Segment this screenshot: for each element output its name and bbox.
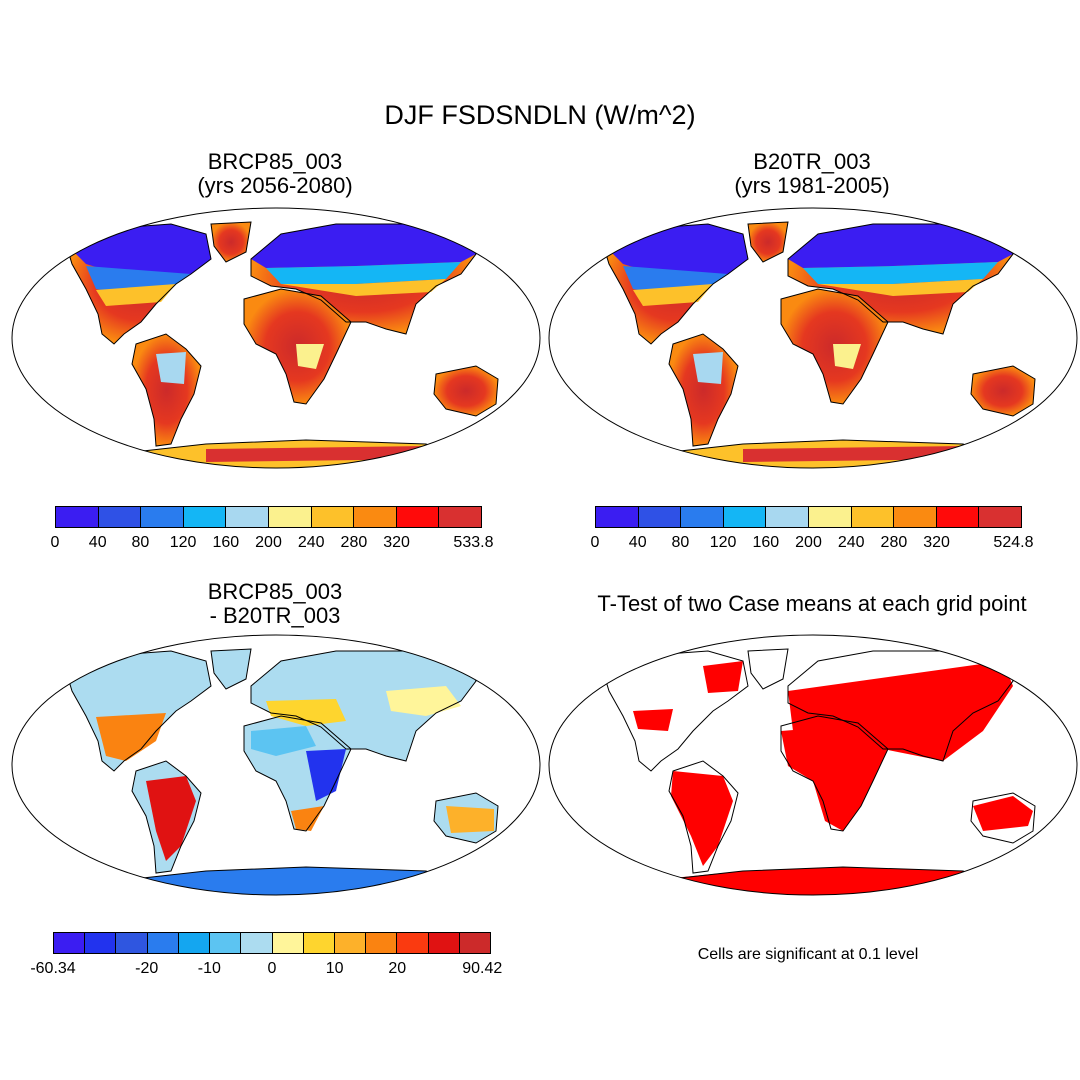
colorbar-box <box>311 507 355 527</box>
colorbar-box <box>303 933 335 953</box>
colorbar-box <box>428 933 460 953</box>
colorbar-tick-label: 80 <box>131 534 150 551</box>
map-brcp85 <box>11 207 541 469</box>
colorbar-tick-label: -60.34 <box>30 960 76 977</box>
colorbar-tick-label: 160 <box>752 534 780 551</box>
colorbar-b20tr <box>595 506 1022 528</box>
colorbar-box <box>147 933 179 953</box>
panel-title-line1: B20TR_003 <box>753 149 871 174</box>
colorbar-box <box>183 507 227 527</box>
panel-title-top-right: B20TR_003 (yrs 1981-2005) <box>592 150 1032 198</box>
colorbar-box <box>56 507 99 527</box>
colorbar-tick-label: 0 <box>50 534 60 551</box>
colorbar-tick-label: 280 <box>340 534 368 551</box>
colorbar-tick-label: 160 <box>212 534 240 551</box>
colorbar-tick-label: 200 <box>255 534 282 551</box>
colorbar-box <box>334 933 367 953</box>
panel-title-top-left: BRCP85_003 (yrs 2056-2080) <box>55 150 495 198</box>
colorbar-box <box>439 507 481 527</box>
panel-title-bottom-right: T-Test of two Case means at each grid po… <box>592 592 1032 616</box>
colorbar-tick-label: 120 <box>709 534 737 551</box>
panel-title-line1: BRCP85_003 <box>207 579 343 604</box>
colorbar-box <box>98 507 142 527</box>
colorbar-box <box>226 507 269 527</box>
colorbar-tick-label: 40 <box>628 534 647 551</box>
colorbar-tick-label: 120 <box>169 534 197 551</box>
colorbar-box <box>268 507 312 527</box>
colorbar-tick-label: 20 <box>388 960 407 977</box>
colorbar-difference <box>53 932 491 954</box>
map-ttest-significance <box>548 634 1078 896</box>
colorbar-box <box>272 933 304 953</box>
panel-title-line1: T-Test of two Case means at each grid po… <box>597 591 1027 616</box>
colorbar-box <box>979 507 1021 527</box>
colorbar-box <box>596 507 639 527</box>
panel-title-bottom-left: BRCP85_003 - B20TR_003 <box>55 580 495 628</box>
colorbar-box <box>116 933 148 953</box>
map-difference <box>11 634 541 896</box>
colorbar-brcp85 <box>55 506 482 528</box>
colorbar-tick-label: 320 <box>383 534 410 551</box>
colorbar-tick-label: 90.42 <box>462 960 503 977</box>
colorbar-box <box>936 507 980 527</box>
panel-title-line1: BRCP85_003 <box>207 149 343 174</box>
colorbar-box <box>766 507 809 527</box>
colorbar-box <box>210 933 242 953</box>
colorbar-tick-label: 40 <box>88 534 107 551</box>
colorbar-box <box>681 507 724 527</box>
map-b20tr <box>548 207 1078 469</box>
colorbar-box <box>397 933 429 953</box>
colorbar-box <box>354 507 397 527</box>
figure-title: DJF FSDSNDLN (W/m^2) <box>384 100 696 130</box>
colorbar-box <box>808 507 852 527</box>
colorbar-box <box>396 507 440 527</box>
colorbar-box <box>459 933 491 953</box>
colorbar-box <box>723 507 767 527</box>
colorbar-tick-label: -20 <box>135 960 159 977</box>
colorbar-box <box>178 933 211 953</box>
colorbar-tick-label: 0 <box>267 960 277 977</box>
colorbar-tick-label: 240 <box>837 534 865 551</box>
colorbar-tick-label: 200 <box>795 534 822 551</box>
colorbar-tick-label: 533.8 <box>453 534 494 551</box>
colorbar-tick-label: 320 <box>923 534 950 551</box>
colorbar-tick-label: 524.8 <box>993 534 1034 551</box>
colorbar-tick-label: -10 <box>197 960 221 977</box>
colorbar-box <box>241 933 273 953</box>
panel-title-line2: (yrs 1981-2005) <box>734 173 890 198</box>
significance-note: Cells are significant at 0.1 level <box>697 946 919 963</box>
colorbar-box <box>894 507 937 527</box>
colorbar-tick-label: 10 <box>325 960 344 977</box>
colorbar-tick-label: 240 <box>297 534 325 551</box>
panel-title-line2: - B20TR_003 <box>209 603 341 628</box>
colorbar-tick-label: 0 <box>590 534 600 551</box>
panel-title-line2: (yrs 2056-2080) <box>197 173 353 198</box>
colorbar-box <box>366 933 398 953</box>
colorbar-box <box>141 507 184 527</box>
colorbar-tick-label: 80 <box>671 534 690 551</box>
colorbar-tick-label: 280 <box>880 534 908 551</box>
colorbar-box <box>85 933 117 953</box>
colorbar-box <box>851 507 895 527</box>
colorbar-box <box>638 507 682 527</box>
colorbar-box <box>54 933 86 953</box>
